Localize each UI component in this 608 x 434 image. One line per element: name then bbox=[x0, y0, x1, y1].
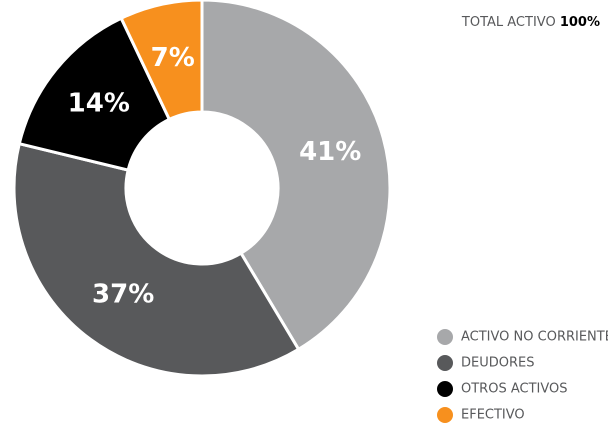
data-label: 14% bbox=[68, 89, 130, 119]
legend-label: OTROS ACTIVOS bbox=[461, 382, 568, 397]
legend-label: EFECTIVO bbox=[461, 408, 525, 423]
legend-swatch bbox=[437, 407, 453, 423]
title-text: TOTAL ACTIVO bbox=[461, 15, 556, 30]
slice bbox=[119, 0, 204, 122]
slice bbox=[200, 0, 392, 352]
chart-title: TOTAL ACTIVO 100% bbox=[461, 15, 600, 30]
legend-label: DEUDORES bbox=[461, 356, 534, 371]
legend-label: ACTIVO NO CORRIENTE bbox=[461, 330, 608, 345]
data-label: 37% bbox=[92, 280, 154, 310]
slice bbox=[12, 141, 301, 378]
slice bbox=[17, 16, 172, 172]
legend-swatch bbox=[437, 329, 453, 345]
data-label: 7% bbox=[151, 43, 195, 73]
legend-swatch bbox=[437, 381, 453, 397]
legend-swatch bbox=[437, 355, 453, 371]
total: 100% bbox=[560, 15, 600, 30]
data-label: 41% bbox=[299, 137, 361, 167]
